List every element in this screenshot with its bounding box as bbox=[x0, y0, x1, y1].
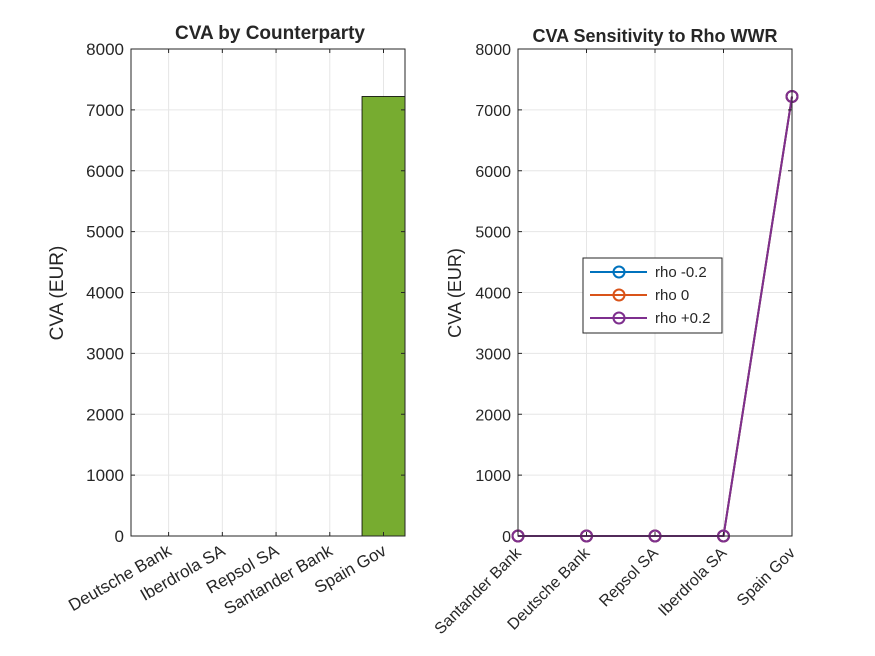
y-tick-label: 3000 bbox=[475, 346, 511, 363]
line-chart-ylabel: CVA (EUR) bbox=[445, 248, 465, 338]
bar-chart-yticks: 0 1000 2000 3000 4000 5000 6000 7000 8000 bbox=[86, 40, 405, 546]
y-tick-label: 2000 bbox=[86, 405, 124, 424]
bar-chart-bars bbox=[361, 96, 406, 537]
legend-label: rho +0.2 bbox=[655, 310, 710, 327]
legend-label: rho 0 bbox=[655, 287, 689, 304]
line-chart-yticks: 0 1000 2000 3000 4000 5000 6000 7000 8000 bbox=[475, 42, 792, 546]
y-tick-label: 4000 bbox=[475, 286, 511, 303]
y-tick-label: 1000 bbox=[475, 468, 511, 485]
y-tick-label: 0 bbox=[115, 527, 124, 546]
legend-marker bbox=[612, 265, 626, 279]
y-tick-label: 5000 bbox=[475, 225, 511, 242]
legend-label: rho -0.2 bbox=[655, 264, 707, 281]
bar-chart-title: CVA by Counterparty bbox=[175, 23, 365, 44]
y-tick-label: 8000 bbox=[475, 42, 511, 59]
y-tick-label: 7000 bbox=[86, 101, 124, 120]
y-tick-label: 0 bbox=[502, 529, 511, 546]
legend-marker bbox=[612, 288, 626, 302]
y-tick-label: 5000 bbox=[86, 223, 124, 242]
line-chart-legend: rho -0.2 rho 0 rho +0.2 bbox=[582, 257, 723, 334]
line-chart-title: CVA Sensitivity to Rho WWR bbox=[533, 26, 778, 46]
y-tick-label: 1000 bbox=[86, 466, 124, 485]
y-tick-label: 4000 bbox=[86, 284, 124, 303]
bar bbox=[361, 96, 406, 537]
y-tick-label: 3000 bbox=[86, 344, 124, 363]
y-tick-label: 2000 bbox=[475, 407, 511, 424]
bar-chart-ylabel: CVA (EUR) bbox=[47, 246, 68, 341]
y-tick-label: 6000 bbox=[86, 162, 124, 181]
y-tick-label: 6000 bbox=[475, 164, 511, 181]
y-tick-label: 8000 bbox=[86, 40, 124, 59]
y-tick-label: 7000 bbox=[475, 103, 511, 120]
legend-marker bbox=[612, 311, 626, 325]
